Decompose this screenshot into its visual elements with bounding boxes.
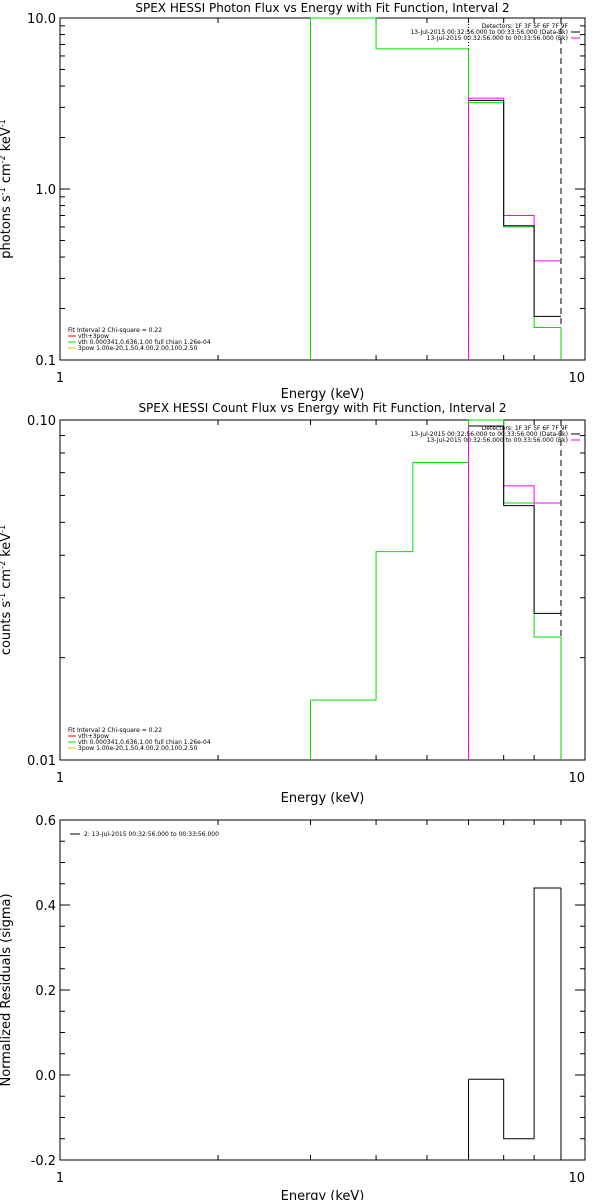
plot-frame <box>59 17 586 361</box>
legend-entry: 3pow 1.00e-20,1.50,4.00,2.00,100,2.50 <box>78 345 198 352</box>
y-tick-label: 0.2 <box>35 984 56 999</box>
chart-title: SPEX HESSI Count Flux vs Energy with Fit… <box>138 401 506 415</box>
plot-frame <box>59 819 586 1161</box>
legend-entry: 2: 13-Jul-2015 00:32:56.000 to 00:33:56.… <box>84 831 219 838</box>
y-axis-label-exponent: -1 <box>0 525 7 533</box>
series-line <box>468 425 561 614</box>
series-line <box>310 17 561 328</box>
legend-entry: vth+3pow <box>78 333 109 340</box>
legend-heading: Fit Interval 2 Chi-square = 0.22 <box>68 727 162 734</box>
x-axis-label: Energy (keV) <box>281 387 365 402</box>
y-tick-label: 0.01 <box>27 754 56 769</box>
x-tick-label: 1 <box>56 371 64 386</box>
y-axis-label-exponent: -2 <box>0 561 7 569</box>
y-axis-label-exponent: -1 <box>0 119 7 127</box>
legend-heading: Detectors: 1F 3F 5F 6F 7F 9F <box>482 425 569 432</box>
legend-entry: 13-Jul-2015 00:32:56.000 to 00:33:56.000… <box>410 29 568 36</box>
legend-entry: vth 0.000341,0.636,1.00 full chian 1.26e… <box>78 339 211 346</box>
x-tick-label: 10 <box>568 371 585 386</box>
chart-panel-1: SPEX HESSI Photon Flux vs Energy with Fi… <box>0 1 586 402</box>
y-axis-label-exponent: -1 <box>0 593 7 601</box>
legend-entry: vth+3pow <box>78 733 109 740</box>
y-tick-label: 0.1 <box>35 354 56 369</box>
y-axis-label: counts s-1 cm-2 keV-1 <box>0 525 14 655</box>
plot-frame <box>59 419 586 761</box>
y-axis-label-part: keV <box>0 533 14 561</box>
y-axis-label: photons s-1 cm-2 keV-1 <box>0 119 14 258</box>
x-tick-label: 1 <box>56 771 64 786</box>
y-axis-label-part: keV <box>0 127 14 155</box>
chart-panel-2: SPEX HESSI Count Flux vs Energy with Fit… <box>0 401 586 806</box>
y-axis-label-part: photons s <box>0 195 14 259</box>
y-tick-label: 10.0 <box>27 12 56 27</box>
y-tick-label: 0.0 <box>35 1069 56 1084</box>
x-tick-label: 1 <box>56 1171 64 1186</box>
y-tick-label: 0.4 <box>35 899 56 914</box>
legend-entry: vth 0.000341,0.636,1.00 full chian 1.26e… <box>78 739 211 746</box>
x-tick-label: 10 <box>568 771 585 786</box>
legend-entry: 13-Jul-2015 00:32:56.000 to 00:33:56.000… <box>427 437 568 444</box>
series-line <box>468 97 561 262</box>
x-axis-label: Energy (keV) <box>281 1189 365 1200</box>
y-tick-label: 1.0 <box>35 183 56 198</box>
chart-panel-3: Energy (keV) Normalized Residuals (sigma)… <box>0 814 586 1200</box>
y-tick-label: -0.2 <box>31 1154 56 1169</box>
y-tick-label: 0.10 <box>27 414 56 429</box>
series-line <box>468 99 561 317</box>
x-tick-label: 10 <box>568 1171 585 1186</box>
y-axis-label-part: counts s <box>0 601 14 656</box>
legend-heading: Detectors: 1F 3F 5F 6F 7F 9F <box>482 23 569 30</box>
y-axis-label-exponent: -1 <box>0 187 7 195</box>
y-axis-label-part: cm <box>0 569 14 593</box>
x-axis-label: Energy (keV) <box>281 791 365 806</box>
y-axis-label-part: cm <box>0 163 14 187</box>
series-line <box>310 419 561 701</box>
legend-entry: 3pow 1.00e-20,1.50,4.00,2.00,100,2.50 <box>78 745 198 752</box>
legend-entry: 13-Jul-2015 00:32:56.000 to 00:33:56.000… <box>410 431 568 438</box>
series-line <box>468 887 561 1140</box>
legend-heading: Fit Interval 2 Chi-square = 0.22 <box>68 327 162 334</box>
chart-title: SPEX HESSI Photon Flux vs Energy with Fi… <box>135 1 509 15</box>
legend-entry: 13-Jul-2015 00:32:56.000 to 00:33:56.000… <box>427 35 568 42</box>
y-axis-label-exponent: -2 <box>0 155 7 163</box>
y-axis-label-part: Normalized Residuals (sigma) <box>0 893 14 1086</box>
y-tick-label: 0.6 <box>35 814 56 829</box>
y-axis-label: Normalized Residuals (sigma) <box>0 893 14 1086</box>
